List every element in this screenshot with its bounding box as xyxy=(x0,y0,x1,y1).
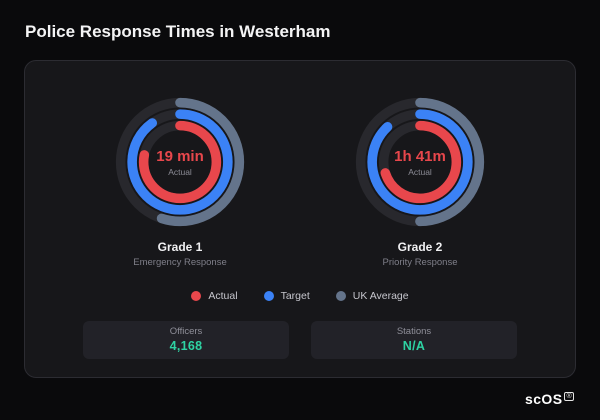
stat-stations-label: Stations xyxy=(396,326,432,337)
grade-1-rings xyxy=(113,95,247,229)
grade-1-radial-chart[interactable]: 19 min Actual xyxy=(113,95,247,229)
stats-row: Officers 4,168 Stations N/A xyxy=(25,321,575,359)
stat-officers: Officers 4,168 xyxy=(83,321,289,359)
stat-stations-value: N/A xyxy=(402,339,426,353)
legend-label-actual: Actual xyxy=(208,290,238,302)
grade-1-subtitle: Emergency Response xyxy=(133,257,227,268)
gauge-section-grade-1: 19 min Actual Grade 1 Emergency Response xyxy=(60,95,300,268)
stat-officers-value: 4,168 xyxy=(169,339,203,353)
page-title: Police Response Times in Westerham xyxy=(25,22,331,41)
registered-mark: ® xyxy=(564,392,574,402)
legend-dot-actual xyxy=(191,291,202,301)
grade-2-rings xyxy=(353,95,487,229)
gauges-row: 19 min Actual Grade 1 Emergency Response… xyxy=(60,95,540,268)
response-times-card: 19 min Actual Grade 1 Emergency Response… xyxy=(24,60,576,378)
legend-item-uk-average[interactable]: UK Average xyxy=(335,290,409,302)
legend-dot-uk-average xyxy=(335,291,346,301)
legend-item-actual[interactable]: Actual xyxy=(191,290,238,302)
stat-officers-label: Officers xyxy=(169,326,203,337)
grade-2-title: Grade 2 xyxy=(397,240,443,254)
brand-logo: scOS ® xyxy=(525,391,574,407)
chart-legend: Actual Target UK Average xyxy=(25,290,575,302)
stat-stations: Stations N/A xyxy=(311,321,517,359)
grade-2-subtitle: Priority Response xyxy=(382,257,458,268)
brand-name: scOS xyxy=(525,391,563,407)
legend-dot-target xyxy=(263,291,274,301)
grade-1-title: Grade 1 xyxy=(157,240,203,254)
legend-item-target[interactable]: Target xyxy=(263,290,310,302)
legend-label-uk-average: UK Average xyxy=(352,290,409,302)
legend-label-target: Target xyxy=(280,290,310,302)
grade-2-radial-chart[interactable]: 1h 41m Actual xyxy=(353,95,487,229)
gauge-section-grade-2: 1h 41m Actual Grade 2 Priority Response xyxy=(300,95,540,268)
